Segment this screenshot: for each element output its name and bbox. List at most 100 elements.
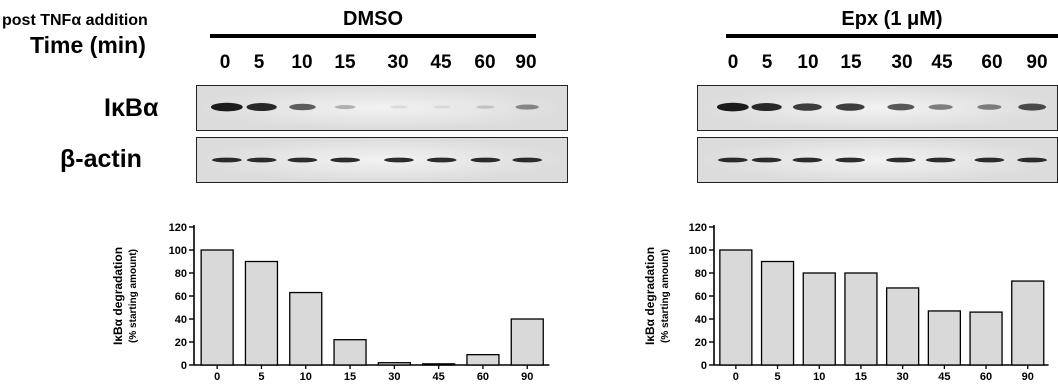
actin-band <box>470 157 501 163</box>
y-tick-label: 20 <box>175 337 187 349</box>
y-tick-label: 40 <box>695 314 707 326</box>
actin-band <box>287 157 318 163</box>
bar <box>1011 280 1045 366</box>
ikba-band <box>928 104 953 110</box>
y-tick-label: 40 <box>175 314 187 326</box>
bar <box>333 339 367 366</box>
x-tick-label: 0 <box>733 371 739 383</box>
timepoint-label: 15 <box>840 52 862 73</box>
ikba-band <box>716 102 749 112</box>
y-tick-label: 60 <box>175 291 187 303</box>
x-tick-label: 60 <box>980 371 992 383</box>
ikba-band <box>1018 103 1047 111</box>
y-tick-label: 80 <box>695 268 707 280</box>
y-axis-title: IκBα degradation <box>111 247 125 345</box>
actin-row-label: β-actin <box>60 145 142 173</box>
ikba-row-label: IκBα <box>104 94 159 122</box>
actin-band <box>885 157 916 163</box>
actin-band <box>246 157 277 163</box>
y-tick-label: 100 <box>169 245 187 257</box>
timepoint-label: 60 <box>474 52 496 73</box>
bar <box>802 272 836 366</box>
timepoint-label: 0 <box>727 52 739 73</box>
bar <box>421 363 456 366</box>
timepoint-label: 90 <box>1026 52 1048 73</box>
ikba-blot <box>697 85 1058 131</box>
timepoint-label: 10 <box>797 52 819 73</box>
x-tick-label: 30 <box>388 371 400 383</box>
y-tick-label: 100 <box>689 245 707 257</box>
ikba-band <box>792 103 822 111</box>
actin-band <box>925 157 956 163</box>
x-tick-label: 15 <box>855 371 867 383</box>
x-tick-label: 10 <box>300 371 312 383</box>
condition-bracket <box>726 34 1058 38</box>
actin-blot <box>196 137 568 183</box>
x-tick-label: 45 <box>433 371 445 383</box>
timepoint-label: 30 <box>387 52 409 73</box>
x-tick-label: 5 <box>774 371 780 383</box>
ikba-band <box>390 105 408 109</box>
bar <box>377 362 412 366</box>
y-tick-label: 0 <box>181 360 187 372</box>
timepoint-label: 10 <box>291 52 313 73</box>
timepoint-label: 60 <box>981 52 1003 73</box>
bar <box>969 311 1003 366</box>
actin-band <box>211 157 242 163</box>
degradation-bar-chart: IκBα degradation (% starting amount) 0 20 40… <box>643 222 1049 383</box>
y-tick-label: 80 <box>175 268 187 280</box>
actin-band <box>330 157 361 163</box>
actin-band <box>717 157 748 163</box>
bar <box>760 260 795 366</box>
actin-band <box>512 157 543 163</box>
condition-bracket <box>210 34 536 38</box>
ikba-band <box>887 103 915 111</box>
ikba-band <box>515 104 539 110</box>
y-tick-label: 60 <box>695 291 707 303</box>
bar <box>200 249 234 366</box>
timepoint-label: 15 <box>334 52 356 73</box>
ikba-band <box>289 103 316 111</box>
x-tick-label: 10 <box>813 371 825 383</box>
y-tick-label: 120 <box>689 222 707 234</box>
ikba-band <box>835 103 865 111</box>
bar <box>510 318 544 366</box>
ikba-band <box>476 105 495 109</box>
timepoint-label: 45 <box>931 52 953 73</box>
timepoint-label: 45 <box>430 52 452 73</box>
ikba-band <box>751 103 782 112</box>
timepoint-label: 0 <box>219 52 231 73</box>
actin-band <box>426 157 457 163</box>
x-tick-label: 45 <box>938 371 950 383</box>
bar <box>289 291 323 366</box>
actin-band <box>835 157 866 163</box>
ikba-blot <box>196 85 568 131</box>
y-axis-title: IκBα degradation <box>643 247 657 345</box>
actin-blot <box>697 137 1058 183</box>
x-tick-label: 90 <box>521 371 533 383</box>
x-tick-label: 5 <box>258 371 264 383</box>
bar <box>244 260 279 366</box>
bar <box>844 272 878 366</box>
actin-band <box>792 157 823 163</box>
bar <box>927 310 962 366</box>
timepoint-label: 30 <box>891 52 913 73</box>
x-tick-label: 15 <box>344 371 356 383</box>
y-tick-label: 120 <box>169 222 187 234</box>
x-tick-label: 90 <box>1022 371 1034 383</box>
y-tick-label: 20 <box>695 337 707 349</box>
x-tick-label: 30 <box>897 371 909 383</box>
actin-band <box>974 157 1005 163</box>
timepoint-label: 90 <box>515 52 537 73</box>
timepoint-label: 5 <box>761 52 773 73</box>
ikba-band <box>334 104 356 110</box>
actin-band <box>751 157 782 163</box>
x-tick-label: 60 <box>477 371 489 383</box>
y-tick-label: 0 <box>701 360 707 372</box>
ikba-band <box>977 104 1002 110</box>
bar <box>719 249 753 366</box>
post-tnf-label: post TNFα addition <box>2 12 148 29</box>
ikba-band <box>432 105 451 109</box>
condition-label: Epx (1 μM) <box>841 8 943 30</box>
blot-background <box>698 86 1057 130</box>
